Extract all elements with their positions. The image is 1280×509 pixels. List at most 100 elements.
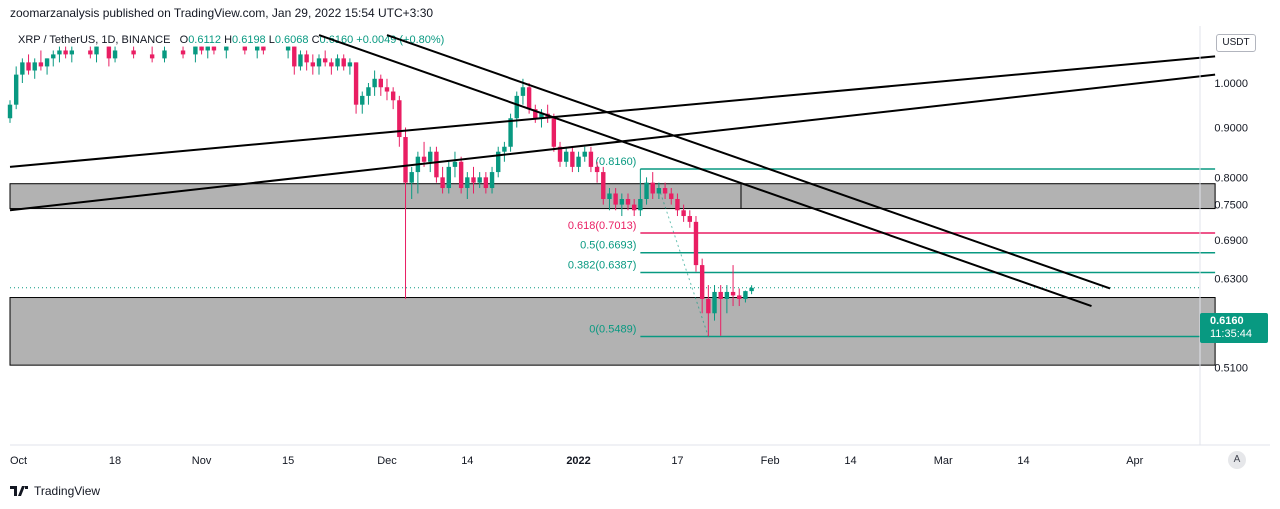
- candle-body-3[interactable]: [26, 62, 31, 71]
- candle-body-84[interactable]: [638, 199, 643, 211]
- candle-body-55[interactable]: [458, 161, 464, 189]
- candle-body-44[interactable]: [390, 91, 396, 101]
- candle-body-94[interactable]: [699, 265, 705, 299]
- candle-body-32[interactable]: [316, 58, 322, 67]
- candle-body-38[interactable]: [353, 62, 359, 105]
- candle-body-64[interactable]: [514, 95, 519, 119]
- candle-body-0[interactable]: [7, 104, 13, 119]
- candle-body-88[interactable]: [662, 188, 668, 194]
- candle-body-42[interactable]: [378, 78, 383, 88]
- candle-body-81[interactable]: [619, 199, 625, 205]
- candle-body-40[interactable]: [366, 87, 371, 96]
- candle-body-50[interactable]: [428, 151, 433, 162]
- candle-body-68[interactable]: [539, 113, 544, 119]
- candle-body-93[interactable]: [693, 221, 699, 266]
- candle-body-70[interactable]: [551, 118, 557, 147]
- candle-body-27[interactable]: [285, 46, 291, 51]
- candle-body-53[interactable]: [446, 166, 451, 189]
- candle-body-96[interactable]: [712, 291, 717, 314]
- sr-zone-1[interactable]: [9, 297, 1216, 366]
- candle-body-12[interactable]: [94, 46, 99, 55]
- candle-body-83[interactable]: [631, 204, 637, 211]
- candle-body-30[interactable]: [304, 54, 309, 63]
- candle-body-71[interactable]: [557, 146, 563, 162]
- candle-body-31[interactable]: [310, 62, 316, 67]
- candle-body-23[interactable]: [224, 46, 229, 51]
- candle-body-56[interactable]: [465, 177, 470, 189]
- candle-body-101[interactable]: [743, 291, 748, 299]
- candle-body-26[interactable]: [261, 46, 266, 51]
- candle-body-63[interactable]: [508, 118, 513, 147]
- candle-body-11[interactable]: [88, 50, 93, 55]
- trendline-0[interactable]: [9, 73, 1216, 212]
- candle-body-91[interactable]: [681, 210, 686, 217]
- candle-body-24[interactable]: [242, 46, 248, 51]
- auto-scale-button[interactable]: A: [1228, 451, 1246, 469]
- candle-body-39[interactable]: [360, 95, 365, 105]
- currency-badge[interactable]: USDT: [1216, 34, 1256, 52]
- candle-body-19[interactable]: [193, 46, 198, 55]
- candle-body-6[interactable]: [44, 58, 50, 67]
- candle-body-89[interactable]: [669, 193, 674, 200]
- candle-body-65[interactable]: [520, 87, 526, 96]
- candle-body-47[interactable]: [409, 172, 414, 183]
- candle-body-86[interactable]: [650, 182, 655, 194]
- candle-body-4[interactable]: [32, 62, 37, 71]
- candle-body-10[interactable]: [69, 50, 74, 55]
- candle-body-49[interactable]: [421, 156, 427, 162]
- trendline-1[interactable]: [9, 55, 1216, 168]
- candle-body-60[interactable]: [489, 172, 495, 189]
- candle-body-72[interactable]: [564, 151, 569, 162]
- trendline-2[interactable]: [318, 34, 1092, 307]
- candle-body-102[interactable]: [749, 287, 754, 292]
- candle-body-41[interactable]: [372, 78, 377, 88]
- candle-body-20[interactable]: [199, 46, 204, 51]
- candle-body-58[interactable]: [477, 177, 482, 183]
- candle-body-36[interactable]: [341, 58, 346, 67]
- candle-body-77[interactable]: [594, 166, 600, 173]
- candle-body-57[interactable]: [471, 177, 476, 183]
- candle-body-76[interactable]: [588, 151, 594, 167]
- candle-body-25[interactable]: [255, 46, 260, 51]
- candle-body-15[interactable]: [131, 50, 136, 55]
- candle-body-43[interactable]: [384, 87, 390, 92]
- candle-body-85[interactable]: [644, 182, 649, 200]
- candle-body-99[interactable]: [730, 291, 736, 296]
- candle-body-90[interactable]: [675, 199, 680, 211]
- candle-body-59[interactable]: [483, 177, 489, 189]
- candle-body-14[interactable]: [112, 50, 118, 59]
- candle-body-29[interactable]: [298, 54, 303, 67]
- candle-body-54[interactable]: [452, 161, 458, 167]
- candle-body-8[interactable]: [57, 50, 62, 55]
- candle-body-51[interactable]: [434, 151, 439, 178]
- candle-body-17[interactable]: [162, 50, 167, 59]
- candle-body-61[interactable]: [496, 151, 501, 173]
- candle-body-34[interactable]: [329, 62, 334, 67]
- candle-body-18[interactable]: [180, 50, 186, 55]
- candle-body-73[interactable]: [570, 151, 575, 167]
- candle-body-35[interactable]: [335, 58, 340, 67]
- candle-body-33[interactable]: [322, 58, 328, 63]
- candle-body-62[interactable]: [502, 146, 507, 152]
- candle-body-1[interactable]: [13, 74, 19, 105]
- candle-body-92[interactable]: [687, 216, 692, 222]
- candle-body-80[interactable]: [613, 193, 618, 205]
- candle-body-21[interactable]: [205, 46, 210, 51]
- candle-body-82[interactable]: [625, 199, 631, 205]
- candle-body-95[interactable]: [706, 298, 711, 314]
- candle-body-75[interactable]: [582, 151, 587, 157]
- candle-body-78[interactable]: [601, 172, 606, 200]
- candle-body-87[interactable]: [656, 188, 662, 194]
- trendline-3[interactable]: [386, 34, 1111, 290]
- candle-body-52[interactable]: [440, 177, 445, 189]
- candle-body-9[interactable]: [63, 50, 68, 55]
- candle-body-28[interactable]: [292, 46, 297, 67]
- symbol-name[interactable]: XRP / TetherUS, 1D, BINANCE: [18, 34, 171, 46]
- footer-brand[interactable]: TradingView: [10, 484, 100, 498]
- candle-body-22[interactable]: [211, 46, 217, 51]
- candle-body-98[interactable]: [724, 291, 730, 299]
- candle-body-79[interactable]: [607, 193, 612, 200]
- candle-body-13[interactable]: [106, 46, 112, 59]
- candle-body-74[interactable]: [576, 156, 581, 167]
